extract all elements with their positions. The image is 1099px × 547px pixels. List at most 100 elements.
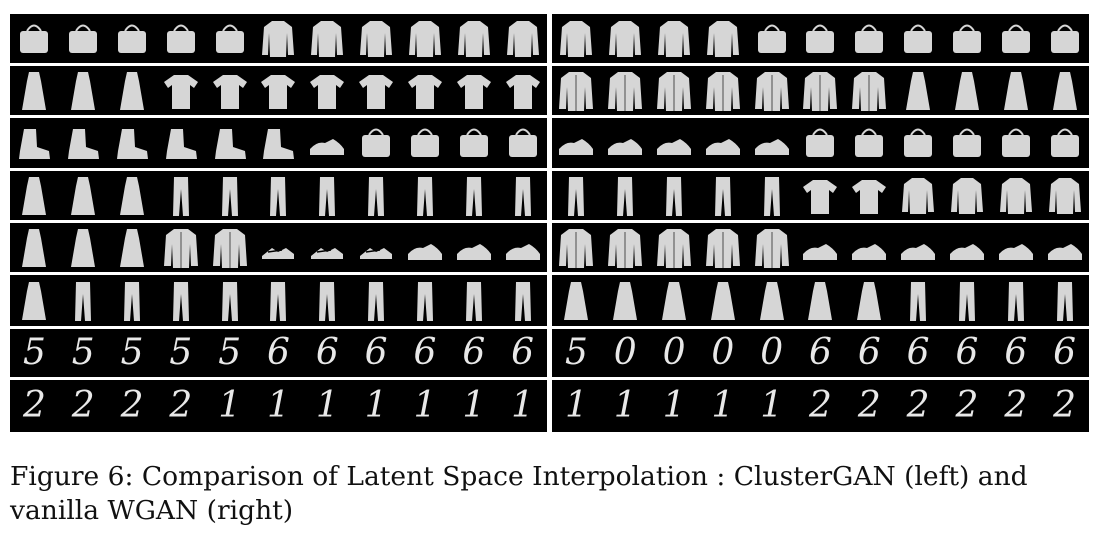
digit-sample: 2 (108, 380, 157, 432)
bag-image (855, 128, 884, 157)
coat-image (559, 228, 594, 268)
pullover-image (262, 20, 295, 57)
bag-image (215, 24, 244, 53)
tshirt-image (803, 179, 838, 214)
coat-sample (205, 223, 254, 272)
digit-glyph: 6 (267, 332, 290, 373)
dress-sample (10, 171, 59, 220)
pullover-image (560, 20, 593, 57)
row-separator (552, 377, 1089, 380)
digit-glyph: 0 (613, 332, 637, 373)
digit-glyph: 5 (564, 332, 588, 373)
pullover-image (950, 177, 983, 214)
dress-image (22, 281, 47, 320)
tshirt-sample (498, 66, 547, 115)
boot-image (214, 129, 246, 159)
tshirt-image (456, 74, 491, 109)
coat-sample (601, 223, 650, 272)
digit-sample: 2 (991, 380, 1040, 432)
digit-sample: 5 (10, 329, 59, 377)
boot-image (68, 129, 100, 159)
interpolation-row (552, 171, 1089, 220)
bag-sample (1040, 14, 1089, 63)
bag-image (459, 128, 488, 157)
bag-sample (991, 118, 1040, 168)
dress-image (22, 228, 47, 267)
digit-glyph: 1 (364, 385, 388, 426)
boot-sample (10, 118, 59, 168)
sneaker-sample (991, 223, 1040, 272)
digit-sample: 6 (303, 329, 352, 377)
boot-sample (108, 118, 157, 168)
digit-glyph: 5 (218, 332, 242, 373)
interpolation-row (10, 14, 547, 63)
digit-glyph: 1 (564, 385, 588, 426)
tshirt-sample (205, 66, 254, 115)
trouser-image (221, 176, 238, 216)
dress-image (71, 71, 96, 110)
sneaker-image (705, 139, 740, 155)
coat-image (803, 71, 838, 111)
coat-sample (698, 223, 747, 272)
bag-sample (796, 118, 845, 168)
digit-glyph: 0 (760, 332, 784, 373)
dress-image (120, 71, 145, 110)
coat-sample (650, 223, 699, 272)
digit-glyph: 1 (711, 385, 735, 426)
sneaker-sample (498, 223, 547, 272)
dress-sample (943, 66, 992, 115)
digit-glyph: 2 (857, 385, 881, 426)
pullover-sample (303, 14, 352, 63)
digit-glyph: 1 (662, 385, 686, 426)
sneaker-sample (796, 223, 845, 272)
row-separator (552, 272, 1089, 275)
digit-sample: 5 (156, 329, 205, 377)
digit-glyph: 1 (413, 385, 437, 426)
dress-sample (10, 275, 59, 326)
digit-sample: 0 (698, 329, 747, 377)
coat-image (657, 71, 692, 111)
trouser-image (270, 281, 287, 321)
digit-sample: 6 (254, 329, 303, 377)
dress-sample (108, 171, 157, 220)
bag-image (20, 24, 49, 53)
digit-glyph: 6 (413, 332, 437, 373)
pullover-sample (991, 171, 1040, 220)
digit-sample: 5 (108, 329, 157, 377)
pullover-sample (943, 171, 992, 220)
dress-sample (796, 275, 845, 326)
sneaker-image (949, 243, 984, 260)
bag-sample (205, 14, 254, 63)
pullover-image (408, 20, 441, 57)
trouser-sample (156, 275, 205, 326)
dress-sample (108, 66, 157, 115)
sneaker-image (456, 243, 491, 260)
interpolation-row (552, 14, 1089, 63)
trouser-image (1056, 281, 1073, 321)
trouser-image (514, 176, 531, 216)
row-separator (10, 326, 547, 329)
trouser-sample (498, 171, 547, 220)
coat-sample (698, 66, 747, 115)
digit-sample: 1 (498, 380, 547, 432)
coat-sample (747, 223, 796, 272)
dress-image (710, 281, 735, 320)
trouser-sample (108, 275, 157, 326)
tshirt-image (407, 74, 442, 109)
trouser-image (368, 281, 385, 321)
trouser-image (714, 176, 731, 216)
trouser-sample (991, 275, 1040, 326)
pullover-sample (552, 14, 601, 63)
boot-sample (254, 118, 303, 168)
trouser-image (958, 281, 975, 321)
coat-sample (601, 66, 650, 115)
bag-sample (108, 14, 157, 63)
digit-sample: 6 (991, 329, 1040, 377)
trouser-image (465, 176, 482, 216)
dress-sample (698, 275, 747, 326)
trouser-image (124, 281, 141, 321)
digit-sample: 2 (1040, 380, 1089, 432)
sneaker-sample (943, 223, 992, 272)
trouser-sample (747, 171, 796, 220)
pullover-sample (498, 14, 547, 63)
